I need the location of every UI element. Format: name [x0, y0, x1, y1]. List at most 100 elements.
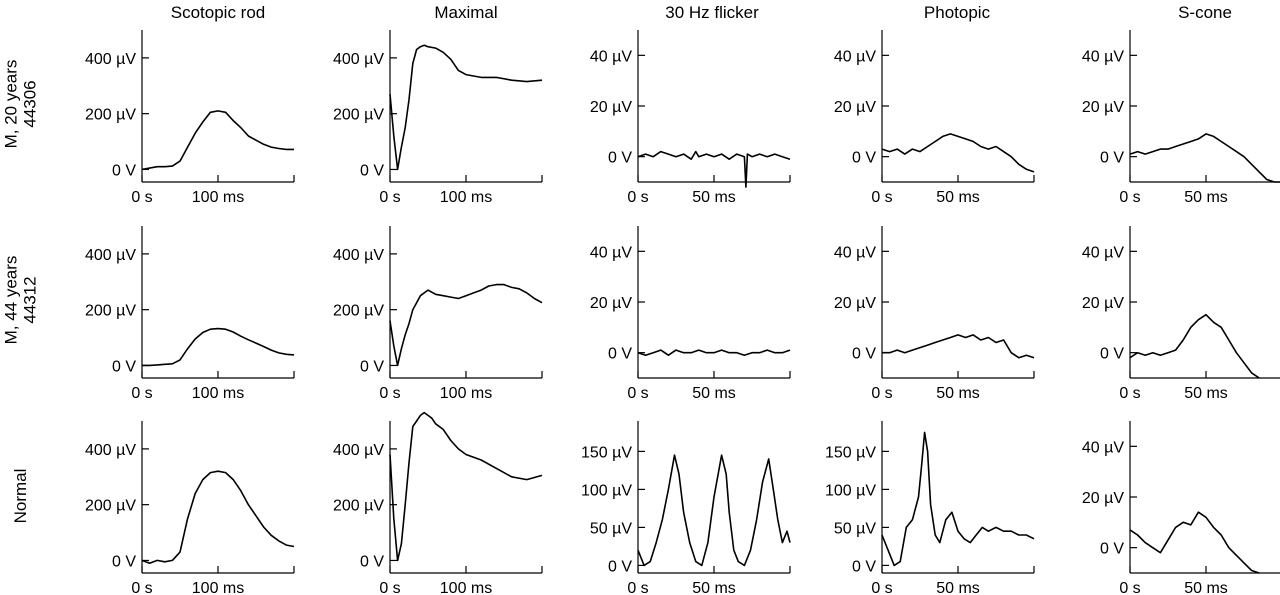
x-tick-label: 50 ms — [1184, 189, 1228, 206]
y-tick-label: 0 V — [360, 358, 384, 375]
x-tick-label: 50 ms — [936, 580, 980, 595]
row-label-line: M, 44 years — [2, 256, 21, 345]
x-tick-label: 0 s — [627, 580, 648, 595]
x-tick-label: 0 s — [379, 189, 400, 206]
erg-trace — [1129, 511, 1260, 574]
panel-1-0: 0 V 200 µV 400 µV 0 s 100 ms — [85, 226, 295, 402]
erg-trace — [142, 327, 295, 367]
x-tick-label: 0 s — [1119, 189, 1140, 206]
y-tick-label: 40 µV — [1082, 244, 1124, 261]
y-tick-label: 200 µV — [85, 107, 136, 124]
y-tick-label: 20 µV — [590, 295, 632, 312]
column-titles: Scotopic rod Maximal 30 Hz flicker Photopic… — [171, 3, 1232, 22]
panel-1-4: 0 V 20 µV 40 µV 0 s 50 ms — [1082, 226, 1280, 402]
x-tick-label: 50 ms — [1184, 580, 1228, 595]
y-tick-label: 0 V — [360, 553, 384, 570]
erg-trace — [389, 411, 543, 562]
y-tick-label: 200 µV — [85, 498, 136, 515]
y-tick-label: 0 V — [852, 558, 876, 575]
y-tick-label: 0 V — [1100, 346, 1124, 363]
y-tick-label: 0 V — [360, 162, 384, 179]
y-tick-label: 100 µV — [825, 482, 876, 499]
y-tick-label: 50 µV — [834, 520, 876, 537]
erg-trace — [141, 470, 295, 565]
row-label-line: Normal — [11, 469, 30, 524]
panel-0-4: 0 V 20 µV 40 µV 0 s 50 ms — [1082, 30, 1280, 206]
x-tick-label: 100 ms — [192, 189, 244, 206]
erg-trace — [389, 44, 543, 171]
row-label-line: 44306 — [21, 80, 40, 127]
row-label: M, 44 years 44312 — [2, 256, 40, 345]
x-tick-label: 50 ms — [1184, 385, 1228, 402]
erg-trace — [637, 349, 791, 357]
x-tick-label: 100 ms — [192, 580, 244, 595]
y-tick-label: 40 µV — [1082, 439, 1124, 456]
row-label: M, 20 years 44306 — [2, 60, 40, 149]
x-tick-label: 0 s — [131, 580, 152, 595]
y-tick-label: 0 V — [112, 162, 136, 179]
y-tick-label: 400 µV — [85, 51, 136, 68]
panel-2-3: 0 V 50 µV 100 µV 150 µV 0 s 50 ms — [825, 421, 1035, 595]
x-tick-label: 50 ms — [692, 189, 736, 206]
y-tick-label: 40 µV — [834, 244, 876, 261]
y-tick-label: 0 V — [608, 150, 632, 167]
y-tick-label: 200 µV — [333, 107, 384, 124]
x-tick-label: 50 ms — [936, 189, 980, 206]
column-title: S-cone — [1178, 3, 1232, 22]
y-tick-label: 400 µV — [333, 247, 384, 264]
erg-trace — [141, 110, 294, 171]
y-tick-label: 0 V — [852, 346, 876, 363]
y-tick-label: 20 µV — [1082, 295, 1124, 312]
x-tick-label: 0 s — [627, 189, 648, 206]
y-tick-label: 400 µV — [333, 51, 384, 68]
x-tick-label: 100 ms — [440, 189, 492, 206]
y-tick-label: 0 V — [852, 150, 876, 167]
x-tick-label: 100 ms — [440, 580, 492, 595]
y-tick-label: 200 µV — [333, 303, 384, 320]
x-tick-label: 50 ms — [692, 580, 736, 595]
y-tick-label: 20 µV — [834, 99, 876, 116]
row-labels: M, 20 years 44306 M, 44 years 44312 Normal — [2, 60, 40, 524]
erg-trace — [1129, 313, 1260, 379]
x-tick-label: 0 s — [871, 580, 892, 595]
x-tick-label: 50 ms — [692, 385, 736, 402]
x-tick-label: 0 s — [131, 189, 152, 206]
erg-trace — [637, 150, 791, 188]
panel-0-0: 0 V 200 µV 400 µV 0 s 100 ms — [85, 30, 295, 206]
panel-2-4: 0 V 20 µV 40 µV 0 s 50 ms — [1082, 421, 1280, 595]
x-tick-label: 0 s — [379, 385, 400, 402]
y-tick-label: 20 µV — [590, 99, 632, 116]
panel-1-3: 0 V 20 µV 40 µV 0 s 50 ms — [834, 226, 1035, 402]
y-tick-label: 0 V — [608, 558, 632, 575]
y-tick-label: 20 µV — [1082, 490, 1124, 507]
y-tick-label: 20 µV — [834, 295, 876, 312]
x-tick-label: 0 s — [1119, 580, 1140, 595]
x-tick-label: 0 s — [379, 580, 400, 595]
panel-0-2: 0 V 20 µV 40 µV 0 s 50 ms — [590, 30, 791, 206]
y-tick-label: 50 µV — [590, 520, 632, 537]
column-title: 30 Hz flicker — [665, 3, 759, 22]
x-tick-label: 100 ms — [440, 385, 492, 402]
y-tick-label: 400 µV — [85, 247, 136, 264]
y-tick-label: 150 µV — [825, 444, 876, 461]
y-tick-label: 0 V — [608, 346, 632, 363]
erg-trace — [881, 431, 1035, 567]
x-tick-label: 0 s — [1119, 385, 1140, 402]
y-tick-label: 40 µV — [1082, 48, 1124, 65]
column-title: Photopic — [924, 3, 991, 22]
panel-2-0: 0 V 200 µV 400 µV 0 s 100 ms — [85, 421, 295, 595]
y-tick-label: 100 µV — [581, 482, 632, 499]
erg-trace — [389, 283, 543, 367]
erg-trace — [881, 133, 1035, 173]
row-label: Normal — [11, 469, 30, 524]
y-tick-label: 200 µV — [85, 303, 136, 320]
erg-trace — [1129, 133, 1280, 183]
y-tick-label: 0 V — [112, 553, 136, 570]
y-tick-label: 40 µV — [590, 244, 632, 261]
erg-trace — [637, 454, 791, 567]
y-tick-label: 400 µV — [85, 442, 136, 459]
panel-0-1: 0 V 200 µV 400 µV 0 s 100 ms — [333, 30, 543, 206]
erg-trace — [882, 334, 1035, 359]
